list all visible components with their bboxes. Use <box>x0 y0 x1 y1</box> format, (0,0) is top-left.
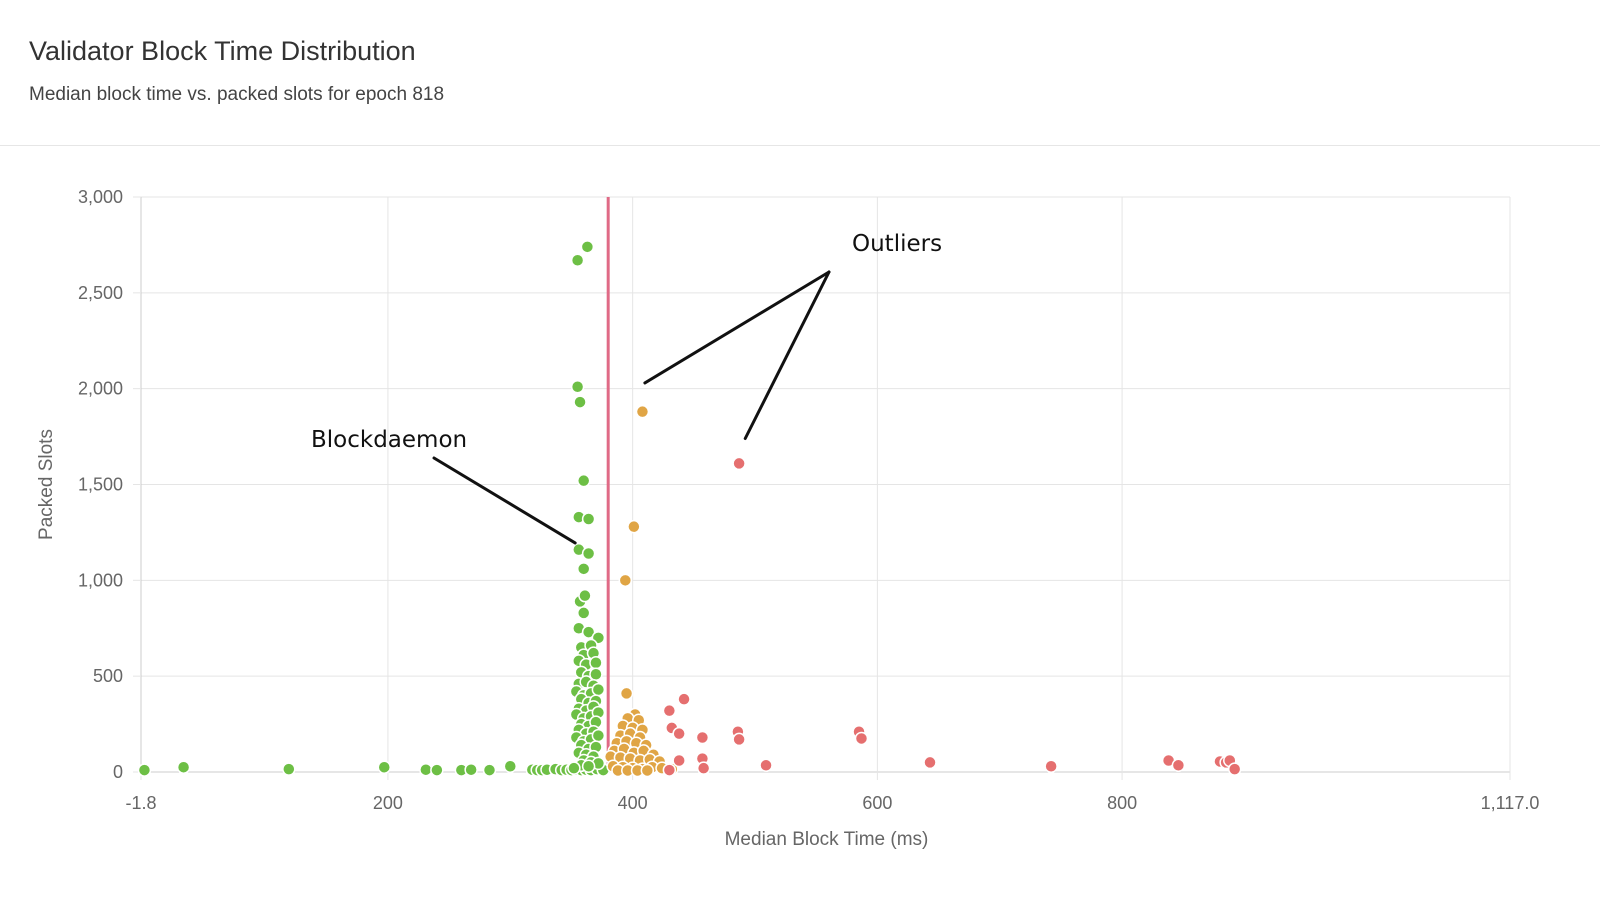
green-point <box>482 763 497 777</box>
x-axis-label: Median Block Time (ms) <box>725 829 929 850</box>
outliers-pointer-line <box>743 270 831 440</box>
green-point <box>581 546 596 561</box>
red-point <box>1227 762 1242 776</box>
y-tick-label: 2,000 <box>78 379 123 399</box>
green-point <box>503 759 518 773</box>
red-point <box>1044 759 1058 773</box>
y-tick-label: 0 <box>113 762 123 782</box>
blockdaemon-annotation-label: Blockdaemon <box>311 427 467 453</box>
x-tick-label: 200 <box>373 793 403 813</box>
red-point <box>672 753 686 768</box>
red-point <box>732 456 746 471</box>
x-tick-label: -1.8 <box>125 793 156 813</box>
red-point <box>695 730 710 745</box>
green-point <box>176 760 191 774</box>
y-tick-label: 500 <box>93 666 123 686</box>
green-point <box>581 625 596 639</box>
orange-point <box>635 404 650 419</box>
green-point <box>578 588 592 603</box>
chart-subtitle: Median block time vs. packed slots for e… <box>29 84 445 105</box>
green-point <box>576 606 591 620</box>
green-point <box>591 728 606 743</box>
y-tick-label: 1,000 <box>78 570 123 590</box>
red-point <box>1171 758 1186 773</box>
red-point <box>677 692 691 706</box>
green-point <box>419 762 433 777</box>
outliers-pointer-line <box>643 270 831 385</box>
green-point <box>589 656 603 670</box>
y-tick-label: 3,000 <box>78 187 123 207</box>
green-point <box>591 682 606 697</box>
x-tick-label: 800 <box>1107 793 1137 813</box>
outliers-annotation-label: Outliers <box>852 231 942 257</box>
orange-point <box>640 763 655 778</box>
axis-layer: 0 500 1,000 1,500 2,000 2,500 3,000 -1.8 200 400 6… <box>78 187 1539 813</box>
chart-header: Validator Block Time Distribution Median… <box>0 0 1600 146</box>
red-point <box>854 731 869 746</box>
y-tick-label: 1,500 <box>78 475 123 495</box>
green-point <box>581 759 596 773</box>
red-point <box>696 761 711 775</box>
green-point <box>137 763 152 777</box>
x-tick-label: 600 <box>862 793 892 813</box>
green-point <box>570 253 585 267</box>
x-tick-label: 400 <box>618 793 648 813</box>
red-point <box>732 732 746 747</box>
y-tick-label: 2,500 <box>78 283 123 303</box>
x-tick-label: 1,117.0 <box>1481 793 1540 813</box>
annotation-layer: Outliers Blockdaemon <box>311 231 942 545</box>
red-point <box>759 758 773 773</box>
orange-point <box>619 686 634 701</box>
points-layer <box>137 240 1242 778</box>
green-point <box>567 761 581 775</box>
green-point <box>573 395 587 409</box>
orange-point <box>618 573 633 588</box>
red-point <box>662 703 677 718</box>
red-point <box>672 726 686 741</box>
green-point <box>576 562 591 576</box>
red-point <box>923 755 937 770</box>
green-point <box>580 240 595 254</box>
chart-title: Validator Block Time Distribution <box>29 36 416 66</box>
y-axis-label: Packed Slots <box>36 429 57 540</box>
red-point <box>662 763 677 777</box>
grid-layer <box>140 196 1511 773</box>
green-point <box>464 762 478 777</box>
orange-point <box>627 519 641 534</box>
green-point <box>576 473 591 488</box>
green-point <box>430 763 444 777</box>
green-point <box>282 762 296 776</box>
green-point <box>570 380 585 394</box>
green-point <box>377 760 392 774</box>
blockdaemon-pointer-line <box>432 456 577 545</box>
green-point <box>581 512 596 526</box>
